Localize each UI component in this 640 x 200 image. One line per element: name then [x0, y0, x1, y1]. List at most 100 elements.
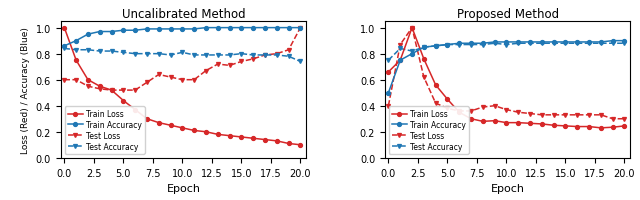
Train Loss: [573, 126, 581, 128]
Train Loss: [250, 137, 257, 140]
Train Accuracy: [179, 29, 186, 31]
Train Accuracy: [396, 60, 404, 62]
Line: Train Loss: Train Loss: [387, 27, 627, 130]
Train Accuracy: [261, 27, 269, 30]
Test Loss: [273, 53, 281, 56]
Train Accuracy: [432, 45, 440, 48]
Test Accuracy: [432, 45, 440, 48]
Train Accuracy: [526, 42, 534, 44]
Train Loss: [444, 99, 451, 101]
Line: Test Accuracy: Test Accuracy: [387, 42, 627, 63]
Test Loss: [550, 114, 557, 116]
Y-axis label: Loss (Red) / Accuracy (Blue): Loss (Red) / Accuracy (Blue): [21, 27, 30, 153]
Test Accuracy: [96, 51, 104, 53]
Test Accuracy: [61, 48, 68, 50]
Test Loss: [250, 58, 257, 61]
Test Accuracy: [597, 43, 605, 45]
Train Loss: [432, 84, 440, 87]
Train Loss: [408, 27, 416, 30]
Test Accuracy: [585, 43, 593, 45]
Train Loss: [120, 100, 127, 102]
Test Loss: [420, 76, 428, 79]
Train Loss: [273, 140, 281, 142]
Train Loss: [179, 127, 186, 129]
Test Loss: [479, 106, 486, 109]
Test Accuracy: [190, 54, 198, 57]
Test Loss: [491, 105, 499, 107]
Test Loss: [143, 82, 151, 84]
X-axis label: Epoch: Epoch: [166, 183, 200, 193]
Test Loss: [609, 118, 616, 120]
Legend: Train Loss, Train Accuracy, Test Loss, Test Accuracy: Train Loss, Train Accuracy, Test Loss, T…: [65, 107, 145, 154]
Line: Test Loss: Test Loss: [387, 27, 627, 121]
Test Accuracy: [502, 44, 510, 47]
Train Accuracy: [273, 27, 281, 30]
Train Loss: [479, 121, 486, 123]
Test Accuracy: [120, 52, 127, 54]
Test Accuracy: [155, 53, 163, 56]
Line: Test Loss: Test Loss: [62, 27, 302, 93]
Train Loss: [143, 118, 151, 120]
Train Accuracy: [585, 42, 593, 44]
Train Accuracy: [573, 42, 581, 44]
Train Accuracy: [237, 27, 245, 30]
Train Loss: [237, 136, 245, 138]
Train Accuracy: [190, 29, 198, 31]
Train Loss: [550, 124, 557, 127]
Line: Train Loss: Train Loss: [62, 27, 302, 147]
Train Accuracy: [84, 34, 92, 36]
Train Accuracy: [408, 53, 416, 56]
Test Accuracy: [237, 53, 245, 56]
Test Loss: [573, 114, 581, 116]
Test Loss: [526, 113, 534, 115]
Train Accuracy: [167, 29, 175, 31]
Train Accuracy: [108, 31, 115, 34]
Train Loss: [296, 144, 304, 146]
Train Accuracy: [550, 42, 557, 44]
Train Accuracy: [456, 43, 463, 45]
Train Accuracy: [444, 44, 451, 47]
Test Loss: [432, 102, 440, 105]
Test Loss: [385, 105, 392, 107]
Test Loss: [597, 114, 605, 116]
Test Accuracy: [214, 54, 221, 57]
Train Loss: [202, 131, 210, 133]
Train Loss: [515, 122, 522, 124]
Line: Test Accuracy: Test Accuracy: [62, 47, 302, 64]
Train Accuracy: [143, 29, 151, 31]
Test Loss: [408, 27, 416, 30]
Legend: Train Loss, Train Accuracy, Test Loss, Test Accuracy: Train Loss, Train Accuracy, Test Loss, T…: [388, 107, 469, 154]
X-axis label: Epoch: Epoch: [491, 183, 525, 193]
Train Loss: [131, 109, 139, 111]
Test Accuracy: [515, 43, 522, 45]
Title: Proposed Method: Proposed Method: [456, 8, 559, 21]
Train Loss: [597, 127, 605, 129]
Train Accuracy: [226, 27, 234, 30]
Test Accuracy: [456, 44, 463, 47]
Train Accuracy: [502, 42, 510, 44]
Train Accuracy: [61, 45, 68, 48]
Test Loss: [585, 114, 593, 116]
Train Accuracy: [202, 27, 210, 30]
Test Accuracy: [84, 49, 92, 52]
Test Accuracy: [72, 49, 80, 52]
Test Accuracy: [550, 43, 557, 45]
Train Loss: [96, 86, 104, 88]
Train Accuracy: [538, 42, 546, 44]
Train Accuracy: [621, 40, 628, 43]
Train Accuracy: [72, 40, 80, 43]
Train Loss: [155, 122, 163, 124]
Test Accuracy: [273, 54, 281, 57]
Train Accuracy: [250, 27, 257, 30]
Test Loss: [72, 79, 80, 81]
Test Accuracy: [226, 54, 234, 57]
Test Loss: [538, 114, 546, 116]
Test Loss: [285, 49, 292, 52]
Train Loss: [538, 123, 546, 126]
Test Loss: [108, 89, 115, 92]
Test Loss: [502, 109, 510, 111]
Test Accuracy: [420, 47, 428, 49]
Train Loss: [585, 126, 593, 128]
Test Accuracy: [562, 43, 570, 45]
Train Accuracy: [420, 47, 428, 49]
